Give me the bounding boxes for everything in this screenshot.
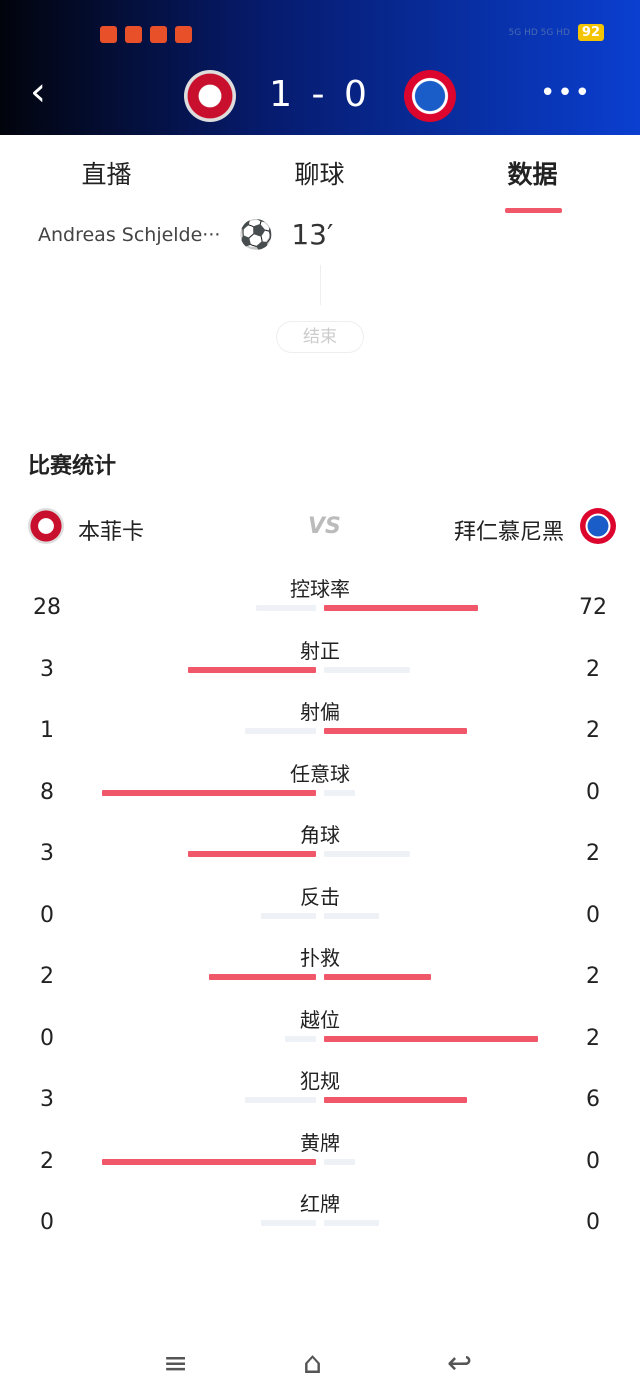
score: 1 - 0: [269, 74, 371, 115]
match-end-badge: 结束: [276, 321, 364, 353]
home-value: 2: [40, 1148, 54, 1174]
stat-row: 射正 3 2: [0, 635, 640, 695]
stat-row: 扑救 2 2: [0, 942, 640, 1002]
stat-label: 角球: [300, 823, 340, 847]
goal-event: Andreas Schjelde··· ⚽ 13′: [38, 218, 333, 251]
away-stat-bar: [324, 974, 431, 980]
soccer-ball-icon: ⚽: [238, 218, 274, 251]
stat-row: 任意球 8 0: [0, 758, 640, 818]
away-value: 2: [586, 1025, 600, 1051]
home-value: 1: [40, 718, 54, 743]
away-value: 6: [586, 1087, 600, 1112]
away-value: 0: [586, 779, 600, 805]
section-title: 比赛统计: [28, 454, 117, 479]
home-value: 3: [40, 1087, 54, 1112]
home-stat-bar: [285, 1035, 316, 1042]
tab-chat[interactable]: 聊球: [294, 160, 345, 189]
away-stat-bar: [324, 1220, 379, 1226]
away-value: 72: [579, 595, 607, 620]
away-stat-bar: [324, 728, 467, 734]
system-nav-bar: ≡ ⌂ ↩: [0, 1346, 640, 1386]
away-value: 0: [586, 902, 600, 928]
away-stat-bar: [324, 666, 410, 673]
home-stat-bar: [209, 974, 316, 980]
benfica-logo-icon: [28, 508, 64, 544]
stat-row: 越位 0 2: [0, 1004, 640, 1064]
home-stat-bar: [244, 1097, 316, 1103]
away-value: 2: [586, 841, 600, 866]
stat-label: 反击: [300, 884, 340, 909]
home-value: 0: [40, 1025, 54, 1051]
stat-row: 射偏 1 2: [0, 696, 640, 756]
away-stat-bar: [324, 1097, 467, 1103]
away-stat-bar: [324, 789, 355, 796]
tab-data[interactable]: 数据: [507, 160, 558, 189]
away-stat-bar: [324, 851, 410, 857]
away-team-name: 拜仁慕尼黑: [453, 520, 564, 545]
home-stat-bar: [102, 789, 316, 796]
back-nav-icon[interactable]: ↩: [447, 1346, 473, 1381]
stat-row: 角球 3 2: [0, 819, 640, 879]
home-stat-bar: [187, 851, 316, 857]
battery-indicator: 92: [577, 24, 604, 41]
home-value: 0: [40, 902, 54, 928]
stat-row: 犯规 3 6: [0, 1065, 640, 1125]
stat-row: 反击 0 0: [0, 881, 640, 941]
vs-label: VS: [308, 514, 341, 539]
away-stat-bar: [324, 912, 379, 919]
home-stat-bar: [187, 666, 316, 673]
match-header: 5G HD 5G HD 92 ‹ 1 - 0 •••: [0, 0, 640, 135]
home-stat-bar: [261, 1220, 316, 1226]
stat-label: 控球率: [290, 577, 350, 601]
system-status: 5G HD 5G HD 92: [509, 24, 604, 41]
back-button[interactable]: ‹: [30, 69, 46, 115]
stat-label: 犯规: [300, 1069, 340, 1093]
away-value: 2: [586, 964, 600, 989]
home-value: 3: [40, 841, 54, 866]
stat-label: 黄牌: [300, 1130, 340, 1155]
stat-row: 黄牌 2 0: [0, 1127, 640, 1187]
away-value: 2: [586, 656, 600, 682]
stat-label: 越位: [300, 1007, 340, 1032]
stat-label: 扑救: [300, 946, 340, 970]
stat-label: 红牌: [300, 1192, 340, 1216]
bayern-logo-icon: [580, 508, 616, 544]
network-indicator: 5G HD 5G HD: [508, 27, 570, 38]
away-stat-bar: [324, 1158, 355, 1165]
event-minute: 13′: [291, 218, 334, 251]
home-team-name: 本菲卡: [78, 520, 145, 545]
away-stat-bar: [324, 605, 479, 611]
stat-row: 红牌 0 0: [0, 1188, 640, 1248]
stat-label: 射偏: [300, 700, 340, 724]
stat-row: 控球率 28 72: [0, 573, 640, 633]
home-value: 8: [40, 779, 54, 805]
away-value: 2: [586, 718, 600, 743]
menu-icon[interactable]: ≡: [163, 1346, 189, 1381]
active-tab-indicator: [505, 208, 562, 213]
home-value: 28: [33, 595, 61, 620]
stat-label: 任意球: [290, 761, 350, 786]
away-value: 0: [586, 1148, 600, 1174]
home-value: 0: [40, 1210, 54, 1235]
timeline-line: [320, 265, 321, 305]
teams-row: 本菲卡 VS 拜仁慕尼黑: [28, 506, 616, 546]
tab-live[interactable]: 直播: [81, 160, 132, 189]
away-value: 0: [586, 1210, 600, 1235]
home-stat-bar: [244, 728, 316, 734]
benfica-crest-icon[interactable]: [184, 70, 236, 122]
home-value: 3: [40, 656, 54, 682]
home-icon[interactable]: ⌂: [303, 1346, 323, 1381]
tab-bar: 直播 聊球 数据: [0, 155, 640, 191]
player-name: Andreas Schjelde···: [38, 223, 221, 246]
home-stat-bar: [102, 1158, 316, 1165]
away-stat-bar: [324, 1035, 538, 1042]
home-stat-bar: [261, 912, 316, 919]
bayern-crest-icon[interactable]: [404, 70, 456, 122]
home-stat-bar: [256, 605, 316, 611]
home-value: 2: [40, 964, 54, 989]
notification-icons: [100, 26, 192, 43]
stat-label: 射正: [300, 638, 340, 663]
more-icon[interactable]: •••: [539, 78, 592, 108]
